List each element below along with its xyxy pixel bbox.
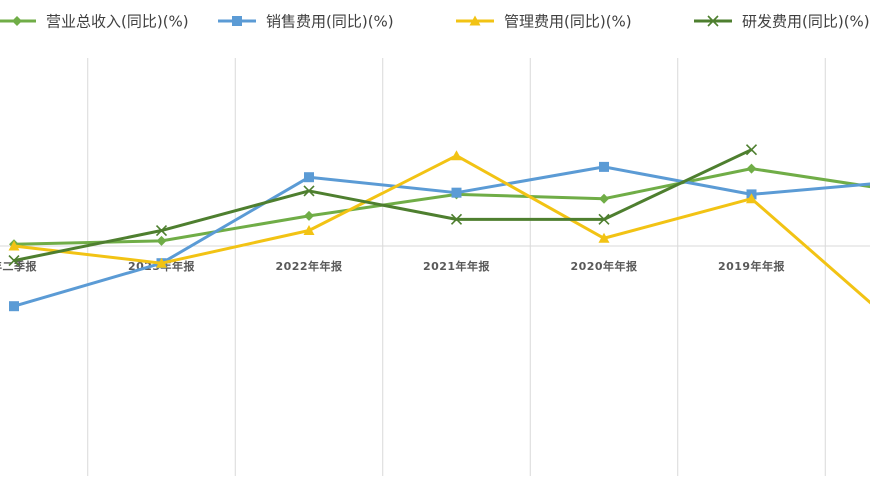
data-point	[599, 194, 609, 204]
legend: 营业总收入(同比)(%) 销售费用(同比)(%) 管理费用(同比)(%) 研发费用(同…	[0, 13, 870, 31]
x-tick-label: 2019年年报	[718, 259, 786, 273]
legend-label: 销售费用(同比)(%)	[266, 13, 394, 31]
data-point	[304, 211, 314, 221]
data-point	[599, 162, 609, 172]
data-point	[304, 172, 314, 182]
legend-label: 管理费用(同比)(%)	[504, 13, 632, 31]
x-tick-label: 2020年年报	[570, 259, 638, 273]
data-point	[9, 301, 19, 311]
legend-label: 研发费用(同比)(%)	[742, 13, 870, 31]
legend-item: 管理费用(同比)(%)	[456, 13, 632, 31]
series-3	[9, 150, 870, 328]
legend-marker	[232, 16, 242, 26]
series-line	[14, 167, 870, 306]
data-point	[747, 164, 757, 174]
data-point	[157, 236, 167, 246]
legend-item: 营业总收入(同比)(%)	[0, 13, 189, 31]
legend-marker	[12, 16, 22, 26]
legend-label: 营业总收入(同比)(%)	[46, 13, 189, 31]
series-layer	[9, 145, 870, 328]
data-point	[451, 150, 462, 160]
x-tick-label: 2022年年报	[275, 259, 343, 273]
legend-item: 销售费用(同比)(%)	[218, 13, 394, 31]
data-point	[452, 188, 462, 198]
x-tick-label: 2021年年报	[423, 259, 491, 273]
legend-item: 研发费用(同比)(%)	[694, 13, 870, 31]
